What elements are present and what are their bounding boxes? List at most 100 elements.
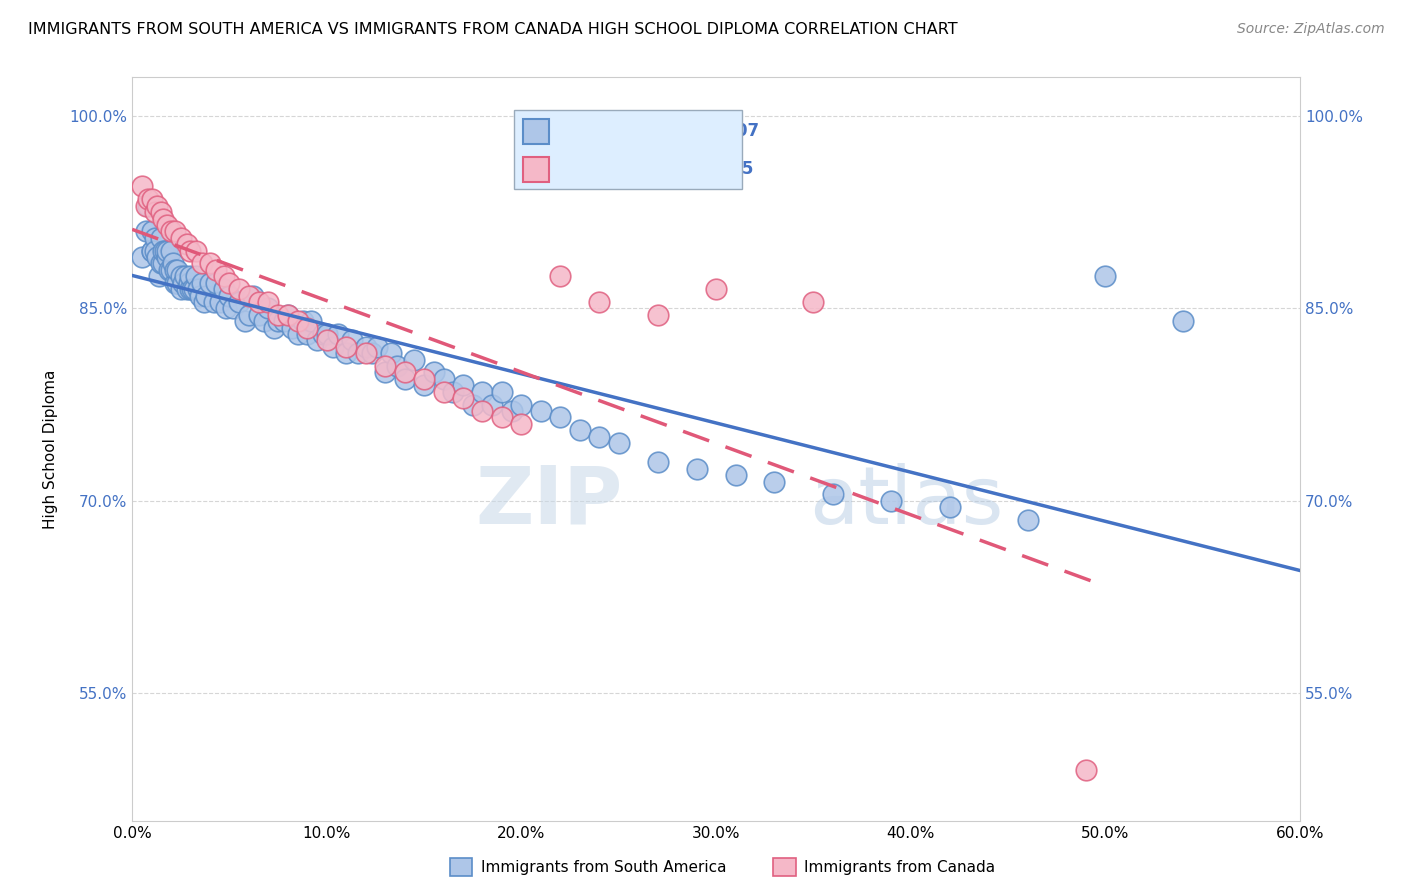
- Point: [394, 366, 416, 380]
- Point: [163, 276, 186, 290]
- Point: [181, 282, 204, 296]
- Point: [163, 224, 186, 238]
- Point: [160, 224, 183, 238]
- Point: [170, 282, 193, 296]
- Point: [366, 340, 388, 354]
- Point: [588, 294, 610, 309]
- Point: [204, 263, 226, 277]
- Point: [183, 282, 205, 296]
- Point: [280, 320, 302, 334]
- Point: [335, 346, 357, 360]
- Point: [150, 205, 173, 219]
- Point: [451, 391, 474, 405]
- Point: [374, 359, 396, 373]
- Point: [335, 340, 357, 354]
- Point: [299, 314, 322, 328]
- Point: [228, 282, 250, 296]
- Point: [413, 378, 436, 392]
- Point: [315, 334, 337, 348]
- Point: [247, 308, 270, 322]
- Point: [233, 314, 256, 328]
- Point: [170, 231, 193, 245]
- Point: [214, 301, 236, 316]
- Point: [145, 244, 167, 258]
- Point: [481, 398, 503, 412]
- Point: [176, 237, 198, 252]
- Point: [550, 269, 572, 284]
- Point: [471, 384, 494, 399]
- Point: [131, 179, 153, 194]
- Point: [360, 346, 382, 360]
- Point: [588, 429, 610, 443]
- Point: [803, 294, 825, 309]
- Point: [491, 384, 513, 399]
- Point: [647, 455, 669, 469]
- Point: [1094, 269, 1116, 284]
- Point: [204, 276, 226, 290]
- Point: [228, 294, 250, 309]
- Point: [176, 282, 198, 296]
- Point: [704, 282, 727, 296]
- Point: [277, 308, 299, 322]
- Point: [198, 276, 221, 290]
- Point: [131, 250, 153, 264]
- Point: [136, 199, 159, 213]
- Point: [141, 224, 163, 238]
- Point: [441, 384, 464, 399]
- Point: [724, 468, 747, 483]
- Text: atlas: atlas: [810, 463, 1004, 541]
- Point: [208, 294, 231, 309]
- Point: [160, 244, 183, 258]
- Y-axis label: High School Diploma: High School Diploma: [44, 370, 58, 529]
- Point: [218, 276, 240, 290]
- Point: [193, 294, 215, 309]
- Point: [222, 301, 245, 316]
- Point: [135, 199, 157, 213]
- Point: [247, 294, 270, 309]
- Point: [148, 269, 170, 284]
- Point: [153, 244, 176, 258]
- Point: [136, 192, 159, 206]
- Text: Source: ZipAtlas.com: Source: ZipAtlas.com: [1237, 22, 1385, 37]
- Point: [156, 218, 179, 232]
- Text: ZIP: ZIP: [475, 463, 623, 541]
- Point: [179, 269, 201, 284]
- Point: [141, 192, 163, 206]
- Point: [238, 308, 260, 322]
- Point: [267, 314, 290, 328]
- Point: [141, 244, 163, 258]
- Point: [186, 269, 208, 284]
- Point: [166, 263, 188, 277]
- Text: Immigrants from Canada: Immigrants from Canada: [804, 860, 995, 874]
- Point: [152, 256, 174, 270]
- Point: [242, 288, 264, 302]
- Point: [413, 372, 436, 386]
- Point: [179, 244, 201, 258]
- Point: [763, 475, 786, 489]
- Point: [173, 269, 195, 284]
- Point: [263, 320, 285, 334]
- Point: [163, 263, 186, 277]
- Point: [186, 244, 208, 258]
- Point: [257, 301, 280, 316]
- Point: [821, 487, 844, 501]
- Point: [451, 378, 474, 392]
- Point: [491, 410, 513, 425]
- Point: [530, 404, 553, 418]
- Text: R =  -0.256   N =   45: R = -0.256 N = 45: [558, 160, 752, 178]
- Point: [374, 366, 396, 380]
- Point: [385, 359, 408, 373]
- Point: [157, 263, 180, 277]
- Point: [191, 256, 214, 270]
- Point: [404, 352, 426, 367]
- Point: [423, 366, 446, 380]
- Point: [292, 314, 315, 328]
- Point: [347, 346, 370, 360]
- Point: [568, 423, 591, 437]
- Point: [305, 334, 328, 348]
- Text: Immigrants from South America: Immigrants from South America: [481, 860, 727, 874]
- Point: [471, 404, 494, 418]
- Point: [145, 205, 167, 219]
- Point: [273, 314, 295, 328]
- Point: [501, 404, 523, 418]
